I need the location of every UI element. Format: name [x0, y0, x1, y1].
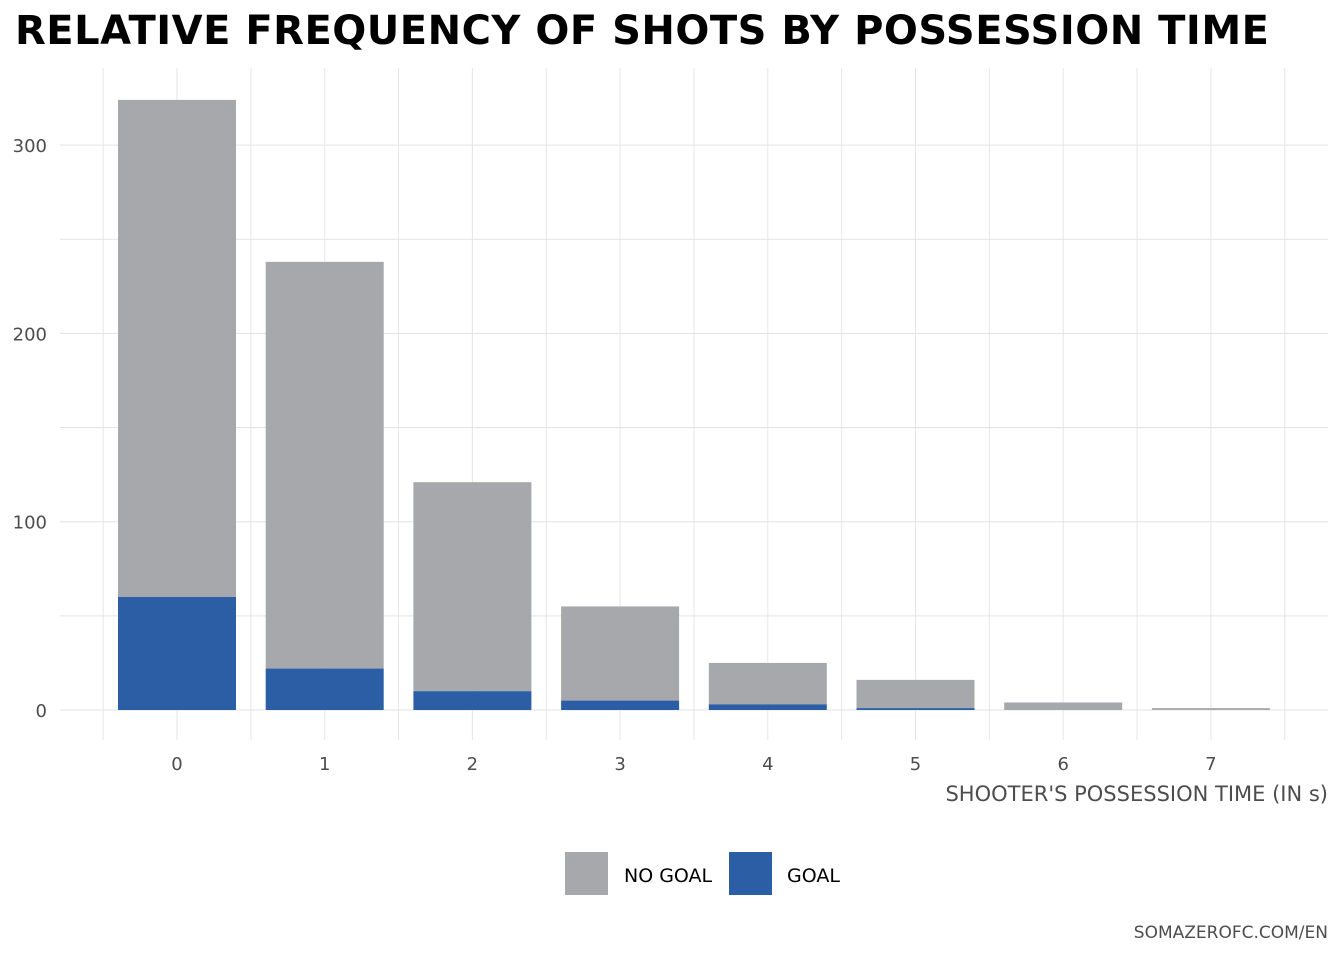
x-tick-label: 2 — [467, 754, 478, 775]
bar-no-goal-2 — [413, 482, 532, 692]
bars — [118, 99, 1270, 710]
bar-no-goal-5 — [856, 679, 975, 709]
bar-no-goal-4 — [708, 662, 827, 705]
bar-goal-3 — [561, 700, 680, 710]
x-tick-label: 4 — [762, 754, 773, 775]
legend-key-goal — [729, 852, 772, 895]
y-tick-label: 0 — [36, 701, 47, 722]
bar-goal-1 — [265, 668, 384, 710]
gridlines — [60, 68, 1328, 740]
legend-label-no-goal: NO GOAL — [624, 865, 713, 887]
bar-goal-4 — [708, 704, 827, 710]
x-tick-label: 0 — [171, 754, 182, 775]
chart-title: RELATIVE FREQUENCY OF SHOTS BY POSSESSIO… — [15, 8, 1270, 54]
bar-no-goal-7 — [1151, 708, 1270, 710]
x-axis-ticks: 0 1 2 3 4 5 6 7 — [171, 754, 1216, 775]
y-axis-ticks: 0 100 200 300 — [13, 136, 47, 722]
bar-no-goal-3 — [561, 606, 680, 701]
bar-goal-2 — [413, 691, 532, 710]
x-axis-title: SHOOTER'S POSSESSION TIME (IN s) — [945, 782, 1328, 806]
y-tick-label: 200 — [13, 324, 47, 345]
legend: NO GOAL GOAL — [565, 852, 840, 895]
x-tick-label: 5 — [910, 754, 921, 775]
y-tick-label: 300 — [13, 136, 47, 157]
bar-goal-5 — [856, 708, 975, 710]
x-tick-label: 3 — [614, 754, 625, 775]
x-tick-label: 1 — [319, 754, 330, 775]
source-caption: SOMAZEROFC.COM/EN — [1133, 923, 1328, 943]
bar-goal-0 — [118, 597, 236, 710]
legend-key-no-goal — [565, 852, 608, 895]
y-tick-label: 100 — [13, 513, 47, 534]
x-tick-label: 6 — [1057, 754, 1068, 775]
bar-no-goal-1 — [265, 261, 384, 669]
bar-no-goal-0 — [118, 99, 236, 598]
x-tick-label: 7 — [1205, 754, 1216, 775]
legend-label-goal: GOAL — [787, 865, 840, 887]
bar-no-goal-6 — [1004, 702, 1123, 710]
